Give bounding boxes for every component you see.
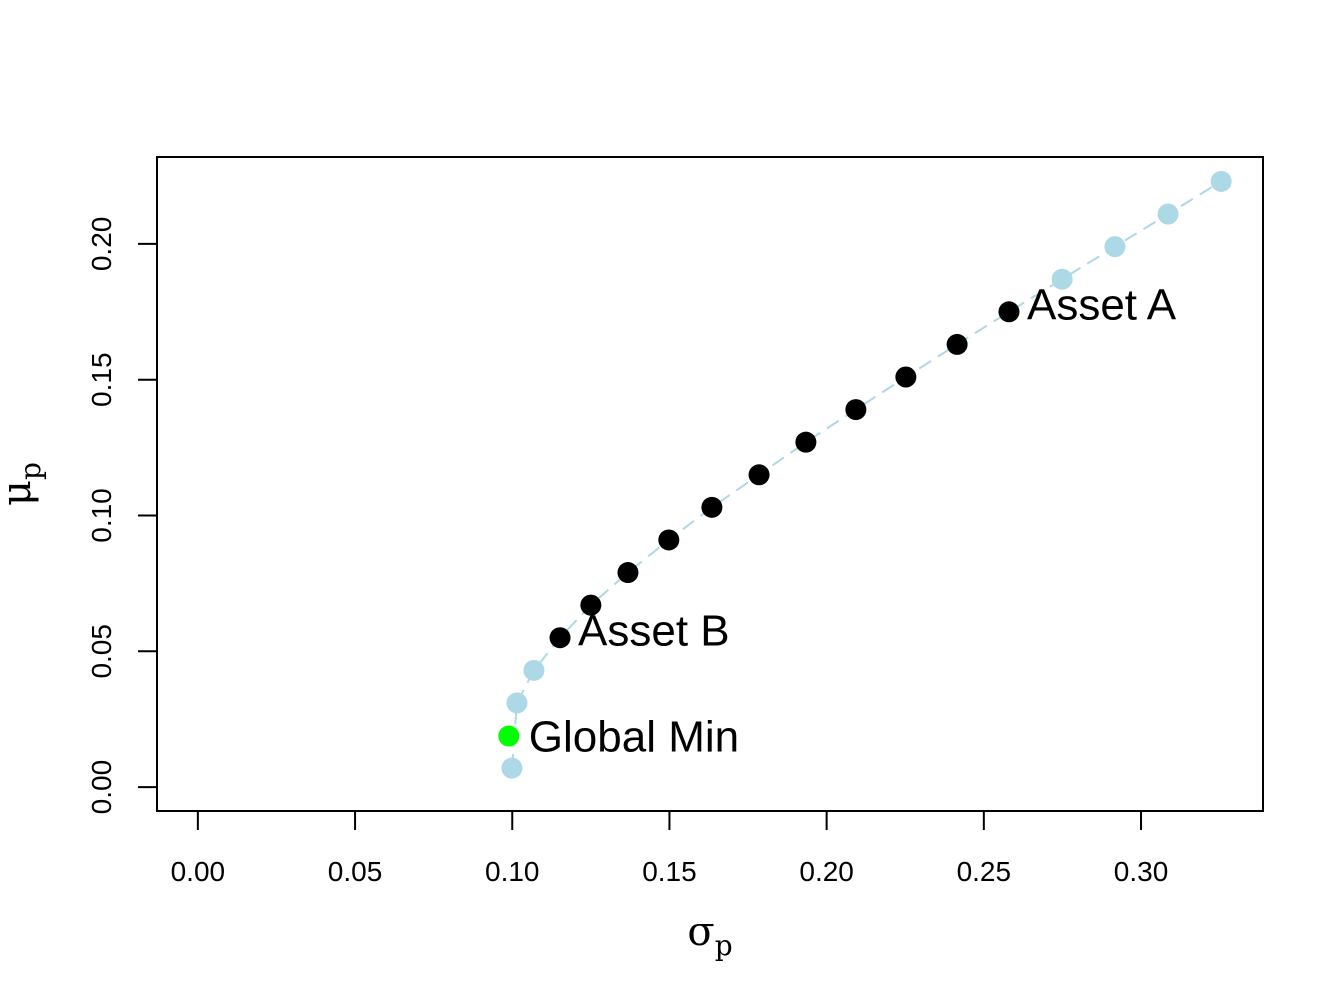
global-min-point [498,725,520,747]
portfolio-point [549,627,571,649]
x-axis-symbol: σ [687,909,714,955]
x-tick-label: 0.20 [799,856,854,887]
portfolio-point [506,692,528,714]
y-axis-label: μp [0,462,47,506]
x-tick-label: 0.15 [642,856,697,887]
x-tick-label: 0.05 [328,856,383,887]
portfolio-point [795,431,817,453]
x-tick-label: 0.30 [1114,856,1169,887]
y-tick-label: 0.10 [86,488,117,543]
point-label: Asset B [578,606,730,655]
portfolio-point [580,594,602,616]
x-tick-label: 0.10 [485,856,540,887]
portfolio-point [1157,203,1179,225]
portfolio-point [701,496,723,518]
portfolio-point [658,529,680,551]
frontier-line [510,180,1222,769]
portfolio-point [748,464,770,486]
x-axis-label: σp [687,909,732,962]
portfolio-point [895,366,917,388]
portfolio-point [501,757,523,779]
portfolio-point [523,659,545,681]
y-tick-label: 0.20 [86,217,117,271]
x-axis-subscript: p [715,929,733,962]
y-tick-label: 0.05 [86,624,117,679]
x-tick-label: 0.00 [171,856,226,887]
y-axis-symbol: μ [0,480,40,506]
portfolio-point [1210,170,1232,192]
global-min-label: Global Min [529,713,739,762]
y-tick-label: 0.00 [86,760,117,815]
portfolio-point [1104,236,1126,258]
y-tick-label: 0.15 [86,352,117,407]
portfolio-point [1051,268,1073,290]
portfolio-point [845,399,867,421]
y-axis-subscript: p [14,462,47,480]
x-tick-label: 0.25 [957,856,1012,887]
portfolio-point [998,301,1020,323]
portfolio-point [617,562,639,584]
portfolio-point [946,333,968,355]
point-label: Asset A [1027,280,1177,329]
